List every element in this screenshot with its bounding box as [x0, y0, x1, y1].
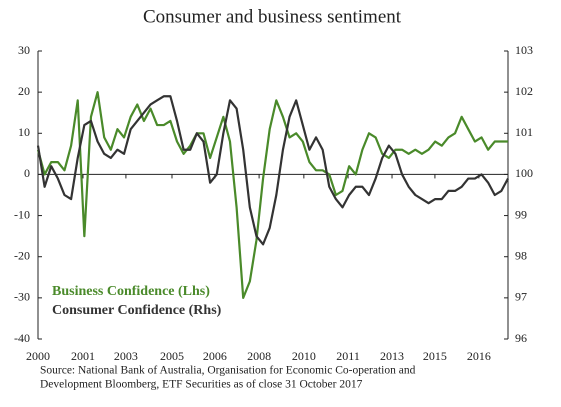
y2-tick-label: 102 [515, 84, 533, 98]
legend-label: Consumer Confidence (Rhs) [52, 303, 222, 318]
y-tick-label: -40 [14, 331, 30, 345]
x-tick-label: 2008 [247, 349, 271, 363]
legend-label: Business Confidence (Lhs) [52, 284, 210, 299]
x-tick-label: 2003 [114, 349, 138, 363]
y2-tick-label: 99 [515, 207, 527, 221]
x-tick-label: 2015 [423, 349, 447, 363]
y2-tick-label: 96 [515, 331, 527, 345]
x-tick-label: 2011 [336, 349, 360, 363]
x-tick-label: 2005 [160, 349, 184, 363]
y-tick-label: -20 [14, 248, 30, 262]
chart-title: Consumer and business sentiment [143, 6, 402, 27]
y2-tick-label: 97 [515, 290, 527, 304]
y-tick-label: 10 [18, 125, 30, 139]
y2-tick-label: 100 [515, 166, 533, 180]
y2-tick-label: 101 [515, 125, 533, 139]
source-line: Source: National Bank of Australia, Orga… [40, 365, 416, 377]
y2-tick-label: 103 [515, 43, 533, 57]
x-tick-label: 2000 [26, 349, 50, 363]
series-line [36, 91, 508, 299]
y-tick-label: -30 [14, 290, 30, 304]
y-tick-label: 20 [18, 84, 30, 98]
x-tick-label: 2016 [467, 349, 491, 363]
y-tick-label: -10 [14, 207, 30, 221]
y2-tick-label: 98 [515, 248, 527, 262]
y-tick-label: 0 [24, 166, 30, 180]
x-tick-label: 2013 [380, 349, 404, 363]
x-tick-label: 2010 [292, 349, 316, 363]
series-line [36, 95, 509, 246]
x-tick-label: 2006 [203, 349, 227, 363]
source-line: Development Bloomberg, ETF Securities as… [40, 379, 363, 391]
x-tick-label: 2001 [71, 349, 95, 363]
y-tick-label: 30 [18, 43, 30, 57]
